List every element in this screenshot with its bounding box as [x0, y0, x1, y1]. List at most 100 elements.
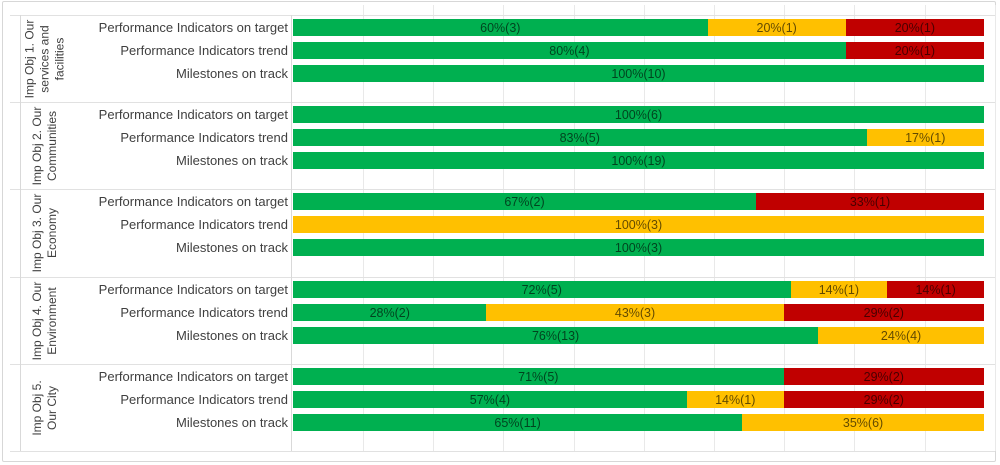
- group-label-text: Imp Obj 3. Our Economy: [29, 193, 59, 272]
- bar-row: 100%(6): [293, 106, 984, 123]
- row-label: Milestones on track: [176, 240, 288, 255]
- bar-segment-red: 14%(1): [887, 281, 984, 298]
- row-label: Performance Indicators trend: [120, 217, 288, 232]
- bar-segment-red: 20%(1): [845, 19, 984, 36]
- group-separator-line: [10, 189, 995, 190]
- segment-label: 65%(11): [494, 415, 541, 430]
- segment-label: 100%(19): [611, 153, 666, 168]
- group-separator-line: [10, 277, 995, 278]
- bar-row: 100%(3): [293, 239, 984, 256]
- bar-segment-red: 29%(2): [783, 368, 984, 385]
- bar-segment-green: 57%(4): [293, 391, 687, 408]
- bar-row: 57%(4) 14%(1) 29%(2): [293, 391, 984, 408]
- row-label: Performance Indicators on target: [98, 20, 288, 35]
- category-axis-line: [20, 15, 21, 451]
- bar-segment-amber: 14%(1): [686, 391, 784, 408]
- group-label-text: Imp Obj 4. Our Environment: [29, 281, 59, 360]
- segment-label: 20%(1): [894, 43, 936, 58]
- segment-label: 20%(1): [756, 20, 797, 35]
- group-separator-line: [10, 451, 995, 452]
- bar-row: 71%(5) 29%(2): [293, 368, 984, 385]
- bar-row: 80%(4) 20%(1): [293, 42, 984, 59]
- row-label: Performance Indicators trend: [120, 305, 288, 320]
- segment-label: 76%(13): [531, 328, 580, 343]
- bar-segment-red: 29%(2): [783, 391, 984, 408]
- bar-segment-green: 67%(2): [293, 193, 756, 210]
- segment-label: 14%(1): [915, 282, 956, 297]
- bar-segment-green: 100%(3): [293, 239, 984, 256]
- row-label: Milestones on track: [176, 153, 288, 168]
- row-label: Performance Indicators trend: [120, 392, 288, 407]
- segment-label: 100%(6): [614, 107, 663, 122]
- segment-label: 71%(5): [518, 369, 559, 384]
- row-label: Performance Indicators on target: [98, 282, 288, 297]
- segment-label: 17%(1): [905, 130, 946, 145]
- category-axis-line: [291, 15, 292, 451]
- bar-segment-green: 100%(10): [293, 65, 984, 82]
- bar-row: 100%(3): [293, 216, 984, 233]
- bar-segment-green: 60%(3): [293, 19, 708, 36]
- bar-row: 83%(5) 17%(1): [293, 129, 984, 146]
- segment-label: 57%(4): [469, 392, 511, 407]
- bar-segment-amber: 100%(3): [293, 216, 984, 233]
- segment-label: 72%(5): [521, 282, 562, 297]
- bar-segment-red: 29%(2): [783, 304, 984, 321]
- segment-label: 60%(3): [480, 20, 521, 35]
- bar-segment-amber: 17%(1): [866, 129, 984, 146]
- bar-row: 65%(11) 35%(6): [293, 414, 984, 431]
- segment-label: 100%(3): [614, 217, 663, 232]
- row-label: Milestones on track: [176, 66, 288, 81]
- bar-segment-green: 83%(5): [293, 129, 867, 146]
- bar-row: 28%(2) 43%(3) 29%(2): [293, 304, 984, 321]
- bar-segment-green: 28%(2): [293, 304, 487, 321]
- bar-segment-amber: 14%(1): [790, 281, 888, 298]
- row-label: Performance Indicators on target: [98, 369, 288, 384]
- bar-segment-amber: 35%(6): [742, 414, 984, 431]
- bar-segment-green: 71%(5): [293, 368, 784, 385]
- segment-label: 43%(3): [614, 305, 656, 320]
- bar-segment-green: 100%(19): [293, 152, 984, 169]
- group-label-text: Imp Obj 5. Our City: [29, 379, 59, 436]
- bar-row: 100%(10): [293, 65, 984, 82]
- bar-segment-red: 20%(1): [845, 42, 984, 59]
- row-label: Performance Indicators trend: [120, 130, 288, 145]
- bar-row: 60%(3) 20%(1) 20%(1): [293, 19, 984, 36]
- bar-segment-amber: 43%(3): [486, 304, 784, 321]
- segment-label: 100%(10): [611, 66, 666, 81]
- bar-row: 67%(2) 33%(1): [293, 193, 984, 210]
- bar-segment-green: 100%(6): [293, 106, 984, 123]
- segment-label: 14%(1): [818, 282, 860, 297]
- row-label: Milestones on track: [176, 415, 288, 430]
- segment-label: 33%(1): [849, 194, 891, 209]
- bar-segment-green: 72%(5): [293, 281, 791, 298]
- row-label: Milestones on track: [176, 328, 288, 343]
- segment-label: 24%(4): [880, 328, 922, 343]
- group-separator-line: [10, 364, 995, 365]
- bar-segment-green: 76%(13): [293, 327, 819, 344]
- bar-segment-amber: 20%(1): [707, 19, 846, 36]
- segment-label: 67%(2): [504, 194, 545, 209]
- segment-label: 28%(2): [369, 305, 410, 320]
- segment-label: 83%(5): [559, 130, 600, 145]
- segment-label: 80%(4): [549, 43, 590, 58]
- group-label-text: Imp Obj 2. Our Communities: [29, 106, 59, 185]
- row-label: Performance Indicators trend: [120, 43, 288, 58]
- bar-segment-red: 33%(1): [755, 193, 984, 210]
- segment-label: 35%(6): [842, 415, 884, 430]
- plot-gridline: [995, 5, 996, 451]
- bar-row: 72%(5) 14%(1) 14%(1): [293, 281, 984, 298]
- segment-label: 29%(2): [863, 392, 904, 407]
- row-label: Performance Indicators on target: [98, 194, 288, 209]
- segment-label: 29%(2): [863, 369, 904, 384]
- segment-label: 29%(2): [863, 305, 904, 320]
- segment-label: 100%(3): [614, 240, 663, 255]
- bar-segment-green: 80%(4): [293, 42, 846, 59]
- row-label: Performance Indicators on target: [98, 107, 288, 122]
- segment-label: 14%(1): [715, 392, 756, 407]
- segment-label: 20%(1): [894, 20, 936, 35]
- bar-segment-green: 65%(11): [293, 414, 743, 431]
- group-separator-line: [10, 102, 995, 103]
- bar-row: 76%(13) 24%(4): [293, 327, 984, 344]
- bar-row: 100%(19): [293, 152, 984, 169]
